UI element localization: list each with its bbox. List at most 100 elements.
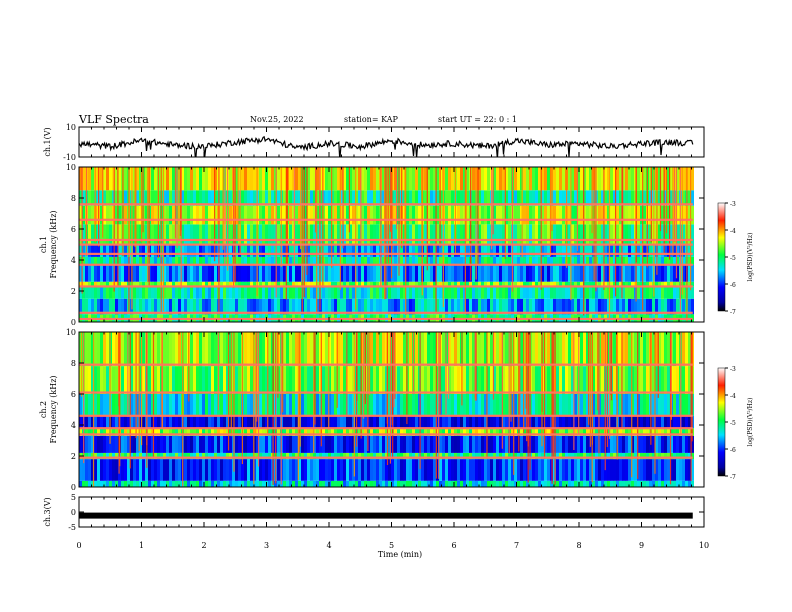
spectrogram-cell [583,480,587,487]
spectrogram-cell [148,366,152,394]
spectrogram-cell [328,224,332,245]
spectrogram-cell [175,452,179,460]
spectrogram-cell [490,428,494,436]
spectrogram-cell [151,256,155,265]
spectrogram-cell [154,298,158,315]
spectrogram-cell [688,264,692,282]
spectrogram-cell [295,281,299,287]
sferic-burst [519,332,521,416]
spectrogram-cell [643,394,647,416]
spectrogram-cell [580,190,584,206]
spectrogram-cell [478,452,482,460]
spectrogram-cell [601,286,605,299]
spectrogram-cell [646,286,650,299]
spectrogram-cell [481,394,485,416]
spectrogram-cell [298,452,302,460]
spectrogram-cell [337,480,341,487]
spectrogram-cell [322,205,326,225]
spectrogram-cell [463,332,467,367]
spectrogram-cell [373,167,377,191]
spectrogram-cell [415,452,419,460]
spectrogram-cell [121,256,125,265]
spectrogram-cell [430,205,434,225]
spectrogram-cell [163,286,167,299]
spectrogram-cell [610,281,614,287]
spectrogram-cell [430,415,434,429]
spectrogram-cell [91,298,95,315]
spectrogram-cell [493,435,497,453]
spectrogram-cell [202,167,206,191]
spectrogram-cell [403,452,407,460]
spectrogram-cell [556,224,560,245]
spectrogram-cell [154,167,158,191]
spectrogram-cell [292,480,296,487]
spectrogram-cell [91,205,95,225]
spectrogram-cell [463,205,467,225]
spectrogram-cell [259,256,263,265]
spectrogram-cell [319,415,323,429]
spectrogram-cell [388,224,392,245]
spectrogram-cell [433,415,437,429]
spectrogram-cell [187,415,191,429]
spectrogram-cell [649,205,653,225]
spectrogram-cell [622,167,626,191]
sferic-burst [691,332,693,442]
spectrogram-cell [199,224,203,245]
spectrogram-cell [547,298,551,315]
spectrogram-cell [601,244,605,257]
spectrogram-cell [97,332,101,367]
spectrogram-cell [424,244,428,257]
spectrogram-cell [259,435,263,453]
spectrogram-cell [388,394,392,416]
spectrogram-cell [124,480,128,487]
spectrogram-cell [577,435,581,453]
spectrogram-cell [586,332,590,367]
spectrogram-cell [382,264,386,282]
spectrogram-cell [409,459,413,481]
spectrogram-cell [481,281,485,287]
spectrogram-cell [466,415,470,429]
spectrogram-cell [148,332,152,367]
spectrogram-cell [418,205,422,225]
spectrogram-cell [652,298,656,315]
spectrogram-cell [376,286,380,299]
spectrogram-cell [643,286,647,299]
spectrogram-cell [520,452,524,460]
sferic-burst [510,332,512,422]
spectrogram-cell [589,256,593,265]
spectrogram-cell [361,452,365,460]
spectrogram-cell [616,298,620,315]
spectrogram-cell [310,394,314,416]
spectrogram-cell [118,298,122,315]
spectrogram-cell [520,428,524,436]
spectrogram-cell [295,428,299,436]
spectrogram-cell [196,167,200,191]
spectrogram-cell [163,480,167,487]
spectrogram-cell [166,435,170,453]
sferic-burst [419,332,421,469]
spectrogram-cell [541,435,545,453]
spectrogram-cell [646,394,650,416]
spectrogram-cell [169,190,173,206]
spectrogram-cell [298,298,302,315]
spectrogram-cell [631,190,635,206]
spectrogram-cell [247,205,251,225]
spectrogram-cell [586,286,590,299]
spectrogram-cell [445,205,449,225]
spectrogram-cell [571,286,575,299]
spectrogram-cell [106,256,110,265]
spectrogram-cell [97,281,101,287]
spectrogram-cell [496,435,500,453]
spectrogram-cell [334,332,338,367]
spectrogram-cell [196,452,200,460]
spectrogram-cell [142,366,146,394]
spectrogram-cell [511,332,515,367]
spectrogram-cell [394,459,398,481]
spectrogram-cell [463,286,467,299]
spectrogram-cell [655,332,659,367]
spectrogram-cell [406,286,410,299]
spectrogram-cell [484,167,488,191]
spectrogram-cell [82,244,86,257]
spectrogram-cell [433,167,437,191]
spectrogram-cell [667,298,671,315]
